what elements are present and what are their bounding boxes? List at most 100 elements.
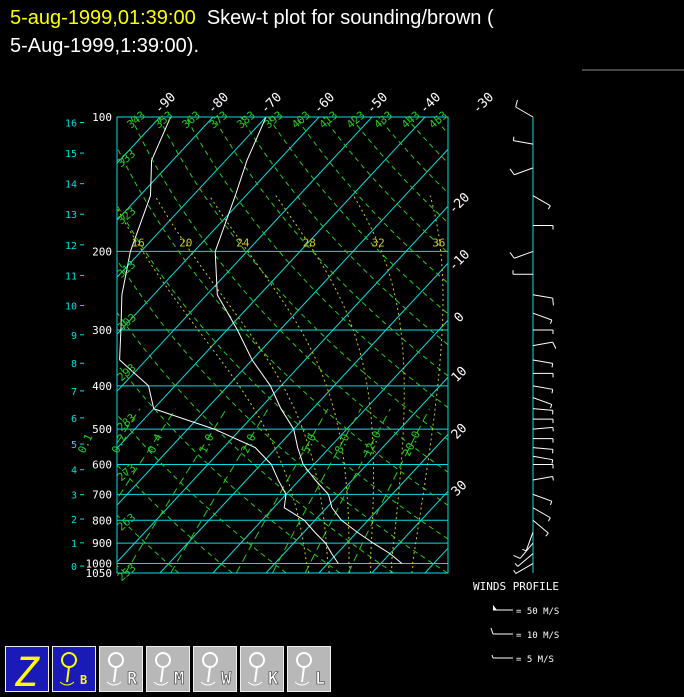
mixing-ratio-line (0, 409, 107, 573)
wind-barb (533, 295, 553, 306)
wind-barb (533, 398, 552, 409)
isotherm (213, 117, 637, 573)
sounding-temperature (215, 117, 402, 564)
tool-button[interactable]: W (193, 646, 237, 692)
height-label: 1 (71, 539, 77, 550)
barb-staff (526, 532, 533, 551)
pressure-label: 1050 (86, 567, 113, 580)
isotherm (0, 117, 107, 573)
mixing-ratio-label: 8.0 (332, 432, 352, 456)
barb-staff (533, 386, 553, 389)
height-label: 15 (65, 149, 77, 160)
wind-barb (533, 342, 556, 349)
barb-staff (533, 295, 553, 298)
height-label: 9 (71, 331, 77, 342)
button-icon: R (99, 646, 143, 692)
barb-half (548, 518, 550, 521)
wind-barb (533, 439, 553, 443)
wind-barb (510, 251, 533, 258)
isotherm (0, 117, 266, 573)
dry-adiabat (0, 117, 125, 573)
barb-half (550, 501, 551, 505)
barb-staff (513, 141, 533, 144)
button-label: K (268, 669, 279, 689)
mixing-ratio-label: 12.0 (361, 429, 384, 459)
pressure-label: 900 (92, 537, 112, 550)
tool-button[interactable]: M (146, 646, 190, 692)
dry-adiabat (0, 117, 232, 573)
barb-staff (533, 409, 553, 411)
moist-adiabat (412, 196, 443, 573)
button-icon: M (146, 646, 190, 692)
winds-legend-label: = 50 M/S (516, 607, 559, 617)
barb-half (514, 570, 516, 573)
wind-barb (516, 100, 533, 117)
height-label: 12 (65, 241, 77, 252)
barb-full (510, 252, 514, 258)
moist-adiabat (354, 196, 405, 573)
moist-adiabat-label: 20 (179, 237, 192, 250)
dry-adiabat (0, 117, 179, 573)
barb-staff (516, 107, 533, 117)
tool-button[interactable]: L (287, 646, 331, 692)
height-label: 16 (65, 118, 77, 129)
button-label: B (80, 673, 87, 687)
wind-barb (533, 386, 553, 393)
tool-button[interactable]: K (240, 646, 284, 692)
height-label: 8 (71, 359, 77, 370)
isotherm (266, 117, 684, 573)
dry-adiabat-label: 423 (344, 109, 368, 132)
isotherm (0, 117, 54, 573)
temp-label: 0 (451, 310, 467, 326)
barb-full (516, 100, 518, 107)
isotherm (0, 117, 372, 573)
wind-barb (533, 494, 552, 505)
legend-full (491, 628, 493, 634)
dry-adiabat-label: 253 (115, 561, 139, 584)
temp-label: 10 (449, 364, 471, 386)
button-label: M (174, 669, 184, 689)
barb-half (550, 320, 551, 324)
barb-full (553, 298, 554, 305)
dry-adiabat (296, 117, 684, 573)
wind-barb (533, 508, 550, 521)
barb-staff (533, 313, 552, 320)
dry-adiabat-label: 293 (115, 361, 139, 384)
dry-adiabat-label: 313 (115, 258, 139, 281)
tool-button[interactable]: Z (5, 646, 49, 692)
pressure-label: 200 (92, 245, 112, 258)
winds-legend-label: = 10 M/S (516, 631, 559, 641)
mixing-ratio-label: 5.0 (299, 432, 319, 456)
pressure-label: 100 (92, 111, 112, 124)
isotherm (0, 117, 1, 573)
barb-half (513, 137, 514, 141)
tool-button[interactable]: R (99, 646, 143, 692)
height-label: 10 (65, 302, 77, 313)
legend-flag (493, 605, 497, 610)
mixing-ratio-line (171, 409, 268, 573)
height-label: 0 (71, 562, 77, 573)
wind-barb (510, 168, 533, 175)
dry-adiabat-label: 263 (115, 511, 139, 534)
dry-adiabat-label: 343 (124, 109, 148, 132)
wind-barb (533, 226, 553, 230)
barb-staff (516, 564, 533, 574)
barb-staff (533, 508, 550, 518)
barb-full (510, 169, 514, 175)
tool-button[interactable]: B (52, 646, 96, 692)
dry-adiabat (49, 117, 448, 573)
barb-staff (533, 398, 552, 405)
height-label: 6 (71, 414, 77, 425)
dry-adiabat-label: 443 (399, 109, 423, 132)
barb-full (553, 342, 556, 349)
barb-half (552, 363, 553, 367)
barb-staff (533, 456, 553, 459)
wind-barb (533, 360, 553, 367)
wind-barb (513, 137, 533, 144)
barb-staff (533, 494, 552, 501)
height-label: 2 (71, 515, 77, 526)
wind-barb (533, 419, 553, 423)
mixing-ratio-label: 0.4 (145, 432, 165, 456)
isotherm (0, 117, 160, 573)
